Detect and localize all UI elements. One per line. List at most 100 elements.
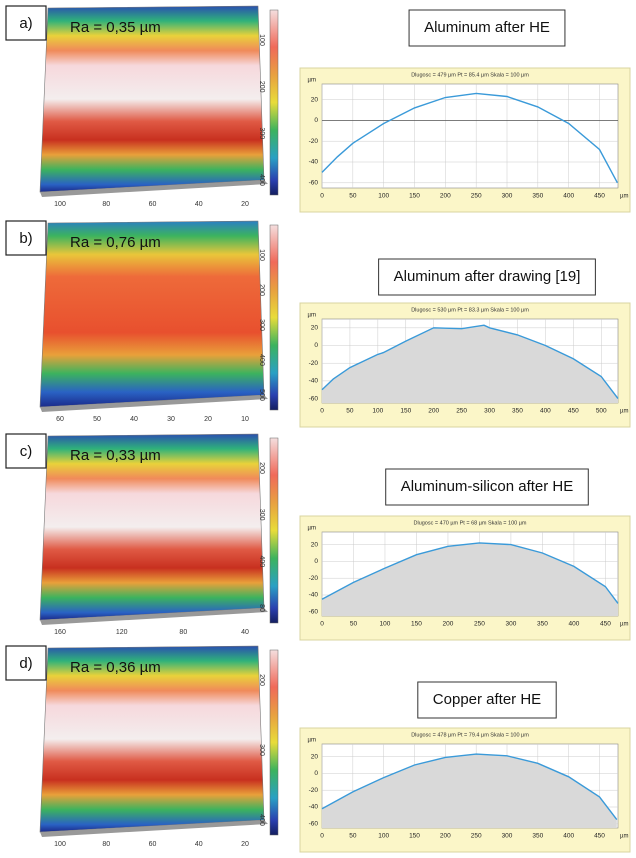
x-tick-label: 50 [349, 193, 357, 200]
title-box [385, 468, 589, 506]
panel-label-box [5, 5, 47, 41]
surface-y-tick: 400 [258, 354, 265, 366]
profile-line [321, 324, 619, 400]
x-tick-label: 50 [349, 833, 357, 840]
x-tick-label: 50 [350, 621, 358, 628]
panel-label: a) [19, 15, 32, 32]
y-tick-label: 0 [314, 117, 318, 124]
profile-line [321, 542, 619, 604]
x-tick-label: 350 [512, 408, 523, 415]
x-tick-label: 450 [568, 408, 579, 415]
surface-x-tick: 20 [241, 201, 249, 208]
x-tick-label: 400 [540, 408, 551, 415]
y-unit: µm [308, 78, 316, 84]
profile-area [322, 542, 618, 616]
y-tick-label: 20 [311, 96, 319, 103]
x-tick-label: 200 [440, 193, 451, 200]
surface-x-tick: 40 [130, 416, 138, 423]
surface-base [40, 180, 268, 197]
y-tick-label: -20 [309, 575, 319, 582]
x-tick-label: 250 [456, 408, 467, 415]
x-tick-label: 0 [320, 193, 324, 200]
x-unit: µm [620, 409, 628, 415]
x-unit: µm [620, 194, 628, 200]
x-tick-label: 200 [443, 621, 454, 628]
surface-y-tick: 300 [258, 509, 265, 521]
colorbar [269, 224, 279, 411]
chart-header: Dlugosc = 479 µm Pt = 85.4 µm Skala = 10… [411, 72, 529, 78]
chart-header: Dlugosc = 478 µm Pt = 79.4 µm Skala = 10… [411, 732, 529, 738]
y-unit: µm [308, 526, 316, 532]
surface-x-tick: 160 [54, 629, 66, 636]
surface-x-tick: 80 [179, 629, 187, 636]
x-tick-label: 350 [532, 833, 543, 840]
roughness: Ra = 0,33 µm [70, 447, 161, 464]
x-tick-label: 450 [594, 193, 605, 200]
x-tick-label: 350 [532, 193, 543, 200]
y-tick-label: -60 [309, 821, 319, 828]
y-tick-label: -40 [309, 378, 319, 385]
surface-y-tick: 200 [258, 81, 265, 93]
x-tick-label: 0 [320, 621, 324, 628]
surface-x-tick: 100 [54, 201, 66, 208]
surface-y-tick: 400 [258, 555, 265, 567]
y-tick-label: 20 [311, 325, 319, 332]
x-tick-label: 300 [506, 621, 517, 628]
chart-header: Dlugosc = 530 µm Pt = 83.3 µm Skala = 10… [411, 307, 529, 313]
y-tick-label: -60 [309, 609, 319, 616]
panel-title: Copper after HE [433, 691, 541, 708]
surface-y-tick: 400 [258, 174, 265, 186]
colorbar [269, 649, 279, 836]
panel-title: Aluminum after HE [424, 19, 550, 36]
surface-base [40, 820, 268, 837]
x-tick-label: 500 [596, 408, 607, 415]
chart-header: Dlugosc = 470 µm Pt = 68 µm Skala = 100 … [414, 520, 527, 526]
x-tick-label: 450 [594, 833, 605, 840]
x-tick-label: 100 [380, 621, 391, 628]
panel-title: Aluminum-silicon after HE [401, 478, 574, 495]
x-tick-label: 100 [378, 193, 389, 200]
surface-x-tick: 60 [149, 841, 157, 848]
title-box [417, 681, 557, 719]
panel-label: b) [19, 230, 32, 247]
x-tick-label: 0 [320, 408, 324, 415]
panel-label: d) [19, 655, 32, 672]
y-tick-label: -40 [309, 592, 319, 599]
x-tick-label: 300 [502, 833, 513, 840]
x-tick-label: 350 [537, 621, 548, 628]
roughness: Ra = 0,36 µm [70, 659, 161, 676]
x-tick-label: 200 [428, 408, 439, 415]
y-unit: µm [308, 738, 316, 744]
x-unit: µm [620, 622, 628, 628]
surface-x-tick: 80 [102, 201, 110, 208]
x-tick-label: 400 [563, 193, 574, 200]
surface-x-tick: 20 [204, 416, 212, 423]
panel-label: c) [20, 443, 33, 460]
surface-y-tick: 300 [258, 319, 265, 331]
surface-x-tick: 120 [116, 629, 128, 636]
x-tick-label: 400 [563, 833, 574, 840]
panel-label-box [5, 220, 47, 256]
x-tick-label: 50 [346, 408, 354, 415]
surface-y-tick: 300 [258, 744, 265, 756]
title-box [408, 9, 566, 47]
x-tick-label: 300 [484, 408, 495, 415]
surface-x-tick: 10 [241, 416, 249, 423]
y-tick-label: 0 [314, 558, 318, 565]
y-tick-label: -20 [309, 360, 319, 367]
panel-label-box [5, 645, 47, 681]
surface-base [40, 608, 268, 625]
y-tick-label: 20 [311, 753, 319, 760]
surface-y-tick: 100 [258, 249, 265, 261]
surface-x-tick: 40 [195, 201, 203, 208]
y-tick-label: -20 [309, 138, 319, 145]
surface-y-tick: 200 [258, 284, 265, 296]
x-tick-label: 300 [502, 193, 513, 200]
panel-label-box [5, 433, 47, 469]
surface-y-tick: 300 [258, 127, 265, 139]
x-tick-label: 150 [411, 621, 422, 628]
